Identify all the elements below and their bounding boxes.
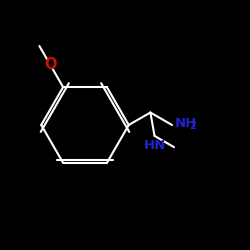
Text: O: O [44,57,56,72]
Text: NH: NH [175,117,197,130]
Text: 2: 2 [190,121,196,131]
Text: HN: HN [144,139,166,152]
